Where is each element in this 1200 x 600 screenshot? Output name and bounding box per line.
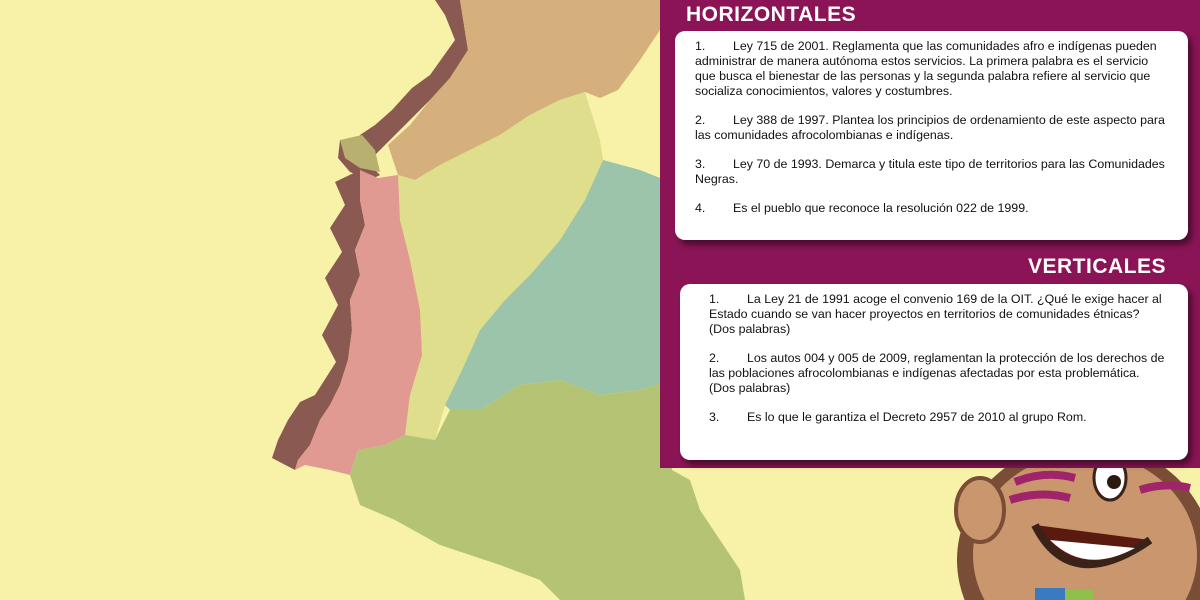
horizontales-card: 1. Ley 715 de 2001. Reglamenta que las co… bbox=[675, 31, 1188, 240]
clue-number: 2. bbox=[695, 113, 706, 127]
clue-text: Ley 388 de 1997. Plantea los principios … bbox=[695, 113, 1165, 142]
clue-number: 1. bbox=[709, 292, 720, 306]
map-region-small bbox=[340, 135, 380, 172]
clue-text: Ley 70 de 1993. Demarca y titula este ti… bbox=[695, 157, 1165, 186]
clue-text: La Ley 21 de 1991 acoge el convenio 169 … bbox=[709, 292, 1162, 336]
clue-text: Es lo que le garantiza el Decreto 2957 d… bbox=[747, 410, 1087, 424]
horizontales-title: HORIZONTALES bbox=[686, 3, 857, 26]
map-wall-north bbox=[355, 0, 468, 160]
verticales-card: 1. La Ley 21 de 1991 acoge el convenio 16… bbox=[680, 284, 1188, 460]
horizontal-clue-1: 1. Ley 715 de 2001. Reglamenta que las co… bbox=[695, 39, 1170, 99]
map-region-pink bbox=[295, 170, 422, 475]
vertical-clue-1: 1. La Ley 21 de 1991 acoge el convenio 16… bbox=[709, 292, 1168, 337]
map-wall-west bbox=[272, 170, 365, 470]
clue-text: Ley 715 de 2001. Reglamenta que las comu… bbox=[695, 39, 1157, 98]
map-region-teal bbox=[445, 160, 672, 410]
character-face-icon bbox=[954, 442, 1200, 600]
horizontal-clue-4: 4. Es el pueblo que reconoce la resolució… bbox=[695, 201, 1170, 216]
clue-number: 1. bbox=[695, 39, 706, 53]
horizontal-clue-3: 3. Ley 70 de 1993. Demarca y titula este … bbox=[695, 157, 1170, 187]
clue-number: 4. bbox=[695, 201, 706, 215]
clue-text: Es el pueblo que reconoce la resolución … bbox=[733, 201, 1029, 215]
map-region-orange bbox=[388, 0, 668, 180]
verticales-title: VERTICALES bbox=[1027, 255, 1166, 278]
vertical-clue-2: 2. Los autos 004 y 005 de 2009, reglament… bbox=[709, 351, 1168, 396]
map-region-green bbox=[350, 380, 745, 600]
clue-number: 3. bbox=[709, 410, 720, 424]
horizontal-clue-2: 2. Ley 388 de 1997. Plantea los principio… bbox=[695, 113, 1170, 143]
clue-number: 3. bbox=[695, 157, 706, 171]
map-region-yellow bbox=[398, 92, 603, 440]
clue-text: Los autos 004 y 005 de 2009, reglamentan… bbox=[709, 351, 1165, 395]
clue-number: 2. bbox=[709, 351, 720, 365]
vertical-clue-3: 3. Es lo que le garantiza el Decreto 2957… bbox=[709, 410, 1168, 425]
crossword-clues-panel: HORIZONTALES 1. Ley 715 de 2001. Reglamen… bbox=[660, 0, 1200, 468]
